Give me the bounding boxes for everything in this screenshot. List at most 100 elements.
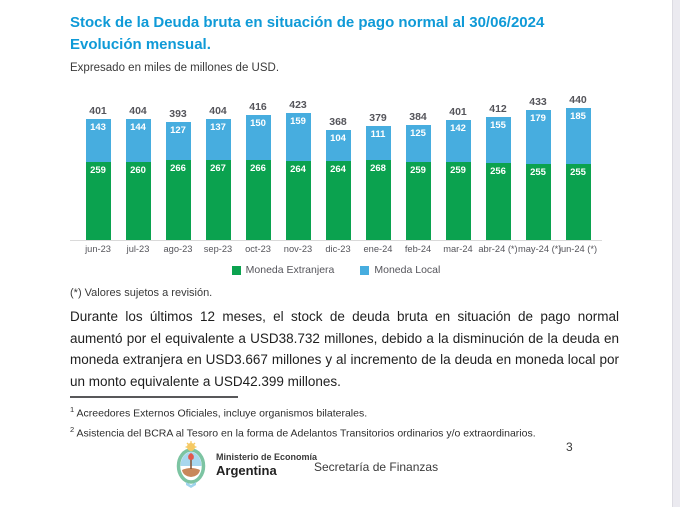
chart-legend: Moneda Extranjera Moneda Local bbox=[70, 264, 602, 276]
bar-stack: 104 264 bbox=[325, 129, 351, 240]
bar-segment-moneda-extranjera: 266 bbox=[245, 160, 271, 240]
bar-segment-value: 159 bbox=[290, 116, 306, 128]
bar-total-label: 440 bbox=[569, 94, 587, 106]
bar-stack: 142 259 bbox=[445, 119, 471, 240]
bar-segment-moneda-local: 159 bbox=[285, 113, 311, 161]
bar-segment-value: 127 bbox=[170, 125, 186, 137]
page-title-line2: Evolución mensual. bbox=[70, 36, 211, 53]
bar-segment-value: 179 bbox=[530, 112, 546, 124]
bar-stack: 143 259 bbox=[85, 119, 111, 240]
x-axis-tick-label: jul-23 bbox=[126, 244, 150, 254]
bar-column-jul-23: 404 144 260 bbox=[118, 105, 158, 240]
bar-segment-moneda-extranjera: 259 bbox=[445, 162, 471, 240]
bar-segment-value: 104 bbox=[330, 132, 346, 144]
bar-segment-value: 155 bbox=[490, 119, 506, 131]
x-axis-labels: jun-23 jul-23 ago-23 sep-23 oct-23 nov-23 dic-… bbox=[78, 244, 598, 254]
bar-column-ago-23: 393 127 266 bbox=[158, 108, 198, 240]
footnotes: 1 Acreedores Externos Oficiales, incluye… bbox=[70, 402, 619, 441]
footnote-1-text: Acreedores Externos Oficiales, incluye o… bbox=[76, 407, 368, 420]
bar-segment-moneda-extranjera: 259 bbox=[405, 162, 431, 240]
bar-segment-moneda-extranjera: 264 bbox=[285, 160, 311, 240]
bar-segment-moneda-local: 179 bbox=[525, 109, 551, 164]
bar-segment-value: 264 bbox=[330, 163, 346, 175]
x-axis-tick-label: dic-23 bbox=[325, 244, 351, 254]
bar-segment-value: 266 bbox=[170, 163, 186, 175]
bar-segment-value: 266 bbox=[250, 163, 266, 175]
bar-segment-moneda-local: 185 bbox=[565, 108, 591, 164]
x-axis-line bbox=[70, 240, 602, 241]
bar-column-dic-23: 368 104 264 bbox=[318, 116, 358, 240]
scrollbar-track[interactable] bbox=[672, 0, 680, 507]
bar-segment-moneda-extranjera: 267 bbox=[205, 159, 231, 240]
footnote-1: 1 Acreedores Externos Oficiales, incluye… bbox=[70, 402, 619, 422]
bar-column-may-24: 433 179 255 bbox=[518, 96, 558, 240]
bar-total-label: 412 bbox=[489, 102, 507, 115]
x-axis-tick-label: ene-24 bbox=[363, 244, 393, 254]
bar-segment-value: 259 bbox=[410, 165, 426, 177]
bar-segment-moneda-local: 155 bbox=[485, 116, 511, 164]
x-axis-tick-label: sep-23 bbox=[203, 244, 233, 254]
page-title: Stock de la Deuda bruta en situación de … bbox=[70, 12, 630, 56]
bar-segment-moneda-local: 127 bbox=[165, 122, 191, 161]
bar-segment-value: 143 bbox=[90, 122, 106, 134]
page-number: 3 bbox=[566, 440, 573, 454]
legend-label: Moneda Extranjera bbox=[245, 264, 335, 276]
x-axis-tick-label: abr-24 (*) bbox=[478, 244, 518, 254]
footnote-2-marker: 2 bbox=[70, 424, 75, 434]
bar-segment-value: 255 bbox=[530, 166, 546, 178]
secretariat-name: Secretaría de Finanzas bbox=[314, 460, 439, 474]
footnote-divider bbox=[70, 396, 238, 398]
bar-total-label: 401 bbox=[89, 105, 107, 118]
revision-footnote: (*) Valores sujetos a revisión. bbox=[70, 287, 213, 299]
bar-segment-moneda-extranjera: 259 bbox=[85, 162, 111, 240]
bar-segment-moneda-local: 125 bbox=[405, 124, 431, 163]
bar-segment-moneda-extranjera: 266 bbox=[165, 160, 191, 240]
bar-segment-value: 125 bbox=[410, 127, 426, 139]
bar-segment-moneda-local: 142 bbox=[445, 119, 471, 163]
x-axis-tick-label: jun-23 bbox=[85, 244, 111, 254]
bar-segment-moneda-local: 111 bbox=[365, 126, 391, 160]
bar-segment-moneda-extranjera: 260 bbox=[125, 162, 151, 240]
bar-column-jun-24: 440 185 255 bbox=[558, 94, 598, 240]
bar-segment-moneda-local: 143 bbox=[85, 119, 111, 163]
country-name: Argentina bbox=[216, 463, 277, 478]
bar-segment-moneda-extranjera: 255 bbox=[525, 163, 551, 240]
bar-segment-value: 268 bbox=[370, 162, 386, 174]
bar-total-label: 401 bbox=[449, 105, 467, 118]
bar-segment-value: 185 bbox=[570, 111, 586, 122]
bar-stack: 127 266 bbox=[165, 122, 191, 240]
bar-stack: 150 266 bbox=[245, 115, 271, 240]
bar-total-label: 379 bbox=[369, 112, 387, 125]
bar-segment-value: 259 bbox=[90, 165, 106, 177]
bar-column-jun-23: 401 143 259 bbox=[78, 105, 118, 240]
bar-column-oct-23: 416 150 266 bbox=[238, 101, 278, 240]
bar-stack: 159 264 bbox=[285, 113, 311, 240]
chart-subtitle: Expresado en miles de millones de USD. bbox=[70, 62, 280, 74]
bar-total-label: 393 bbox=[169, 108, 187, 121]
bar-stack: 111 268 bbox=[365, 126, 391, 240]
bar-segment-value: 264 bbox=[290, 163, 306, 175]
bar-segment-moneda-local: 104 bbox=[325, 129, 351, 161]
x-axis-tick-label: mar-24 bbox=[443, 244, 473, 254]
bar-column-ene-24: 379 111 268 bbox=[358, 112, 398, 240]
bar-segment-value: 260 bbox=[130, 165, 146, 176]
footnote-1-marker: 1 bbox=[70, 405, 75, 414]
legend-swatch-green bbox=[231, 265, 241, 275]
bar-column-feb-24: 384 125 259 bbox=[398, 111, 438, 240]
bar-stack: 179 255 bbox=[525, 109, 551, 240]
bar-segment-value: 137 bbox=[210, 121, 226, 133]
bar-segment-value: 144 bbox=[130, 121, 146, 133]
x-axis-tick-label: oct-23 bbox=[245, 244, 271, 254]
bar-segment-value: 142 bbox=[450, 122, 466, 134]
bar-segment-moneda-local: 144 bbox=[125, 118, 151, 162]
x-axis-tick-label: may-24 (*) bbox=[518, 244, 562, 254]
bar-segment-value: 255 bbox=[570, 166, 586, 178]
bar-total-label: 368 bbox=[329, 115, 347, 128]
bar-segment-moneda-extranjera: 256 bbox=[485, 163, 511, 240]
bar-column-nov-23: 423 159 264 bbox=[278, 99, 318, 240]
bar-total-label: 416 bbox=[249, 101, 267, 114]
ministry-wordmark: Ministerio de Economía Argentina bbox=[216, 452, 317, 478]
bar-total-label: 433 bbox=[529, 95, 547, 108]
bar-column-sep-23: 404 137 267 bbox=[198, 105, 238, 240]
bar-segment-moneda-local: 150 bbox=[245, 115, 271, 161]
